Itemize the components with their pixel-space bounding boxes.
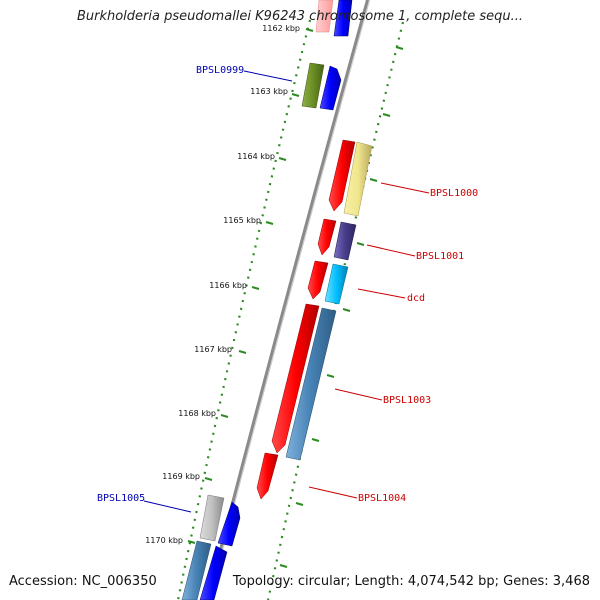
scale-tick-label: 1165 kbp	[223, 216, 261, 225]
gene-arrow-bpsl1001[interactable]	[317, 218, 337, 256]
gene-arrow-blue[interactable]	[217, 501, 241, 547]
gene-arrow-bpsl0999[interactable]	[301, 62, 325, 109]
reverse-strand-genes	[256, 139, 356, 500]
map-title: Burkholderia pseudomallei K96243 chromos…	[76, 9, 524, 24]
scale-tick-label: 1162 kbp	[262, 24, 300, 33]
scale-tick-label: 1170 kbp	[145, 536, 183, 545]
gene-label-bpsl1000[interactable]: BPSL1000	[430, 188, 478, 199]
gene-arrow-steelblue[interactable]	[285, 307, 337, 461]
gene-arrow-bpsl0999-b[interactable]	[319, 65, 342, 111]
gene-label-bpsl1001[interactable]: BPSL1001	[416, 251, 464, 262]
accession-label: Accession: NC_006350	[9, 574, 157, 589]
gene-label-bpsl0999[interactable]: BPSL0999	[196, 65, 244, 76]
major-ticks-outer	[279, 46, 404, 568]
gene-arrow-partial[interactable]	[333, 0, 353, 37]
gene-arrow-partial[interactable]	[315, 0, 334, 33]
gene-label-dcd[interactable]: dcd	[407, 293, 425, 304]
label-leader	[334, 388, 383, 401]
gene-arrow-khaki[interactable]	[343, 141, 373, 217]
scale-tick-label: 1168 kbp	[178, 409, 216, 418]
gene-arrow-dcd[interactable]	[307, 260, 329, 300]
scale-tick-label: 1167 kbp	[194, 345, 232, 354]
scale-tick-label: 1169 kbp	[162, 472, 200, 481]
label-leader	[308, 486, 358, 499]
label-leader	[366, 244, 416, 257]
gene-label-bpsl1005[interactable]: BPSL1005	[97, 493, 145, 504]
label-leader	[143, 500, 192, 513]
label-leader	[357, 288, 406, 299]
gene-arrow-blue-bottom[interactable]	[199, 545, 228, 600]
gene-arrow-bpsl1003[interactable]	[271, 303, 320, 454]
gene-arrow-bpsl1005[interactable]	[199, 494, 225, 542]
gene-label-bpsl1003[interactable]: BPSL1003	[383, 395, 431, 406]
inner-ruler	[176, 19, 312, 600]
gene-arrow-bpsl1004[interactable]	[256, 452, 279, 500]
scale-tick-label: 1164 kbp	[237, 152, 275, 161]
gene-label-bpsl1004[interactable]: BPSL1004	[358, 493, 406, 504]
outer-ruler	[266, 21, 405, 600]
forward-strand-genes	[181, 0, 373, 600]
gene-arrow-steelblue-bottom[interactable]	[181, 540, 212, 600]
scale-tick-label: 1166 kbp	[209, 281, 247, 290]
gene-arrow-purple[interactable]	[333, 221, 357, 261]
major-ticks-inner	[187, 28, 314, 544]
label-leader	[380, 182, 430, 194]
label-leader	[243, 70, 293, 82]
scale-tick-label: 1163 kbp	[250, 87, 288, 96]
gene-arrow-cyan[interactable]	[324, 263, 349, 305]
sequence-summary: Topology: circular; Length: 4,074,542 bp…	[232, 574, 590, 589]
gene-arrow-bpsl1000[interactable]	[328, 139, 356, 212]
